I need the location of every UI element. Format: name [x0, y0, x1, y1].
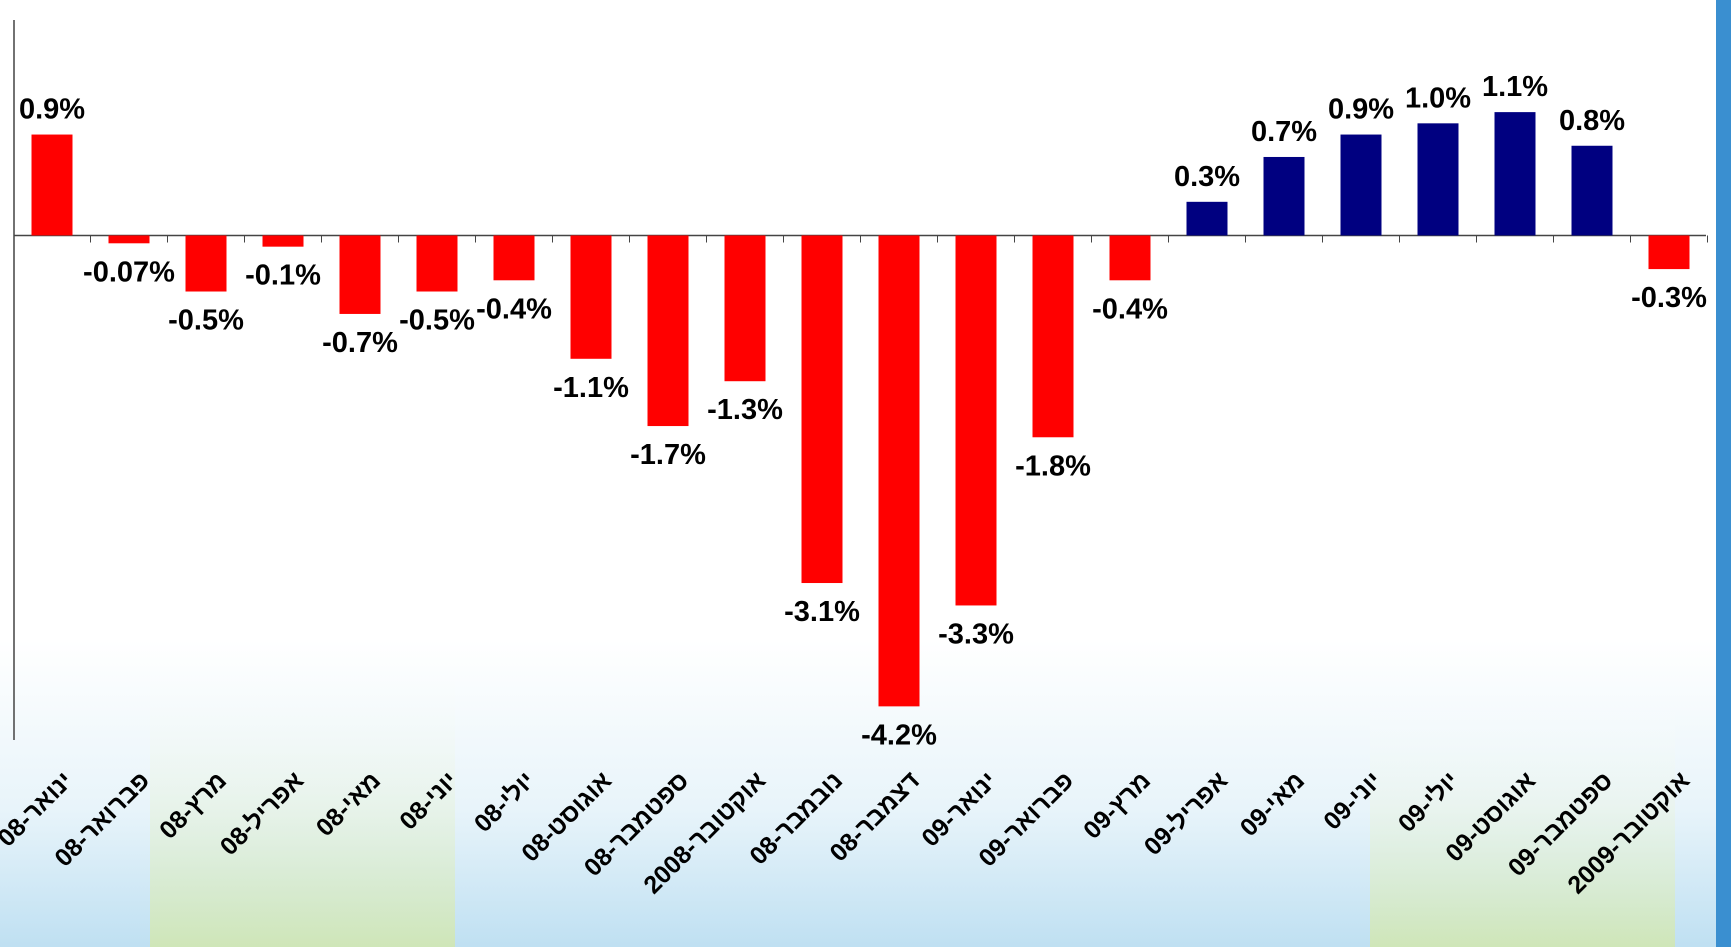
bar [493, 235, 535, 281]
bar [185, 235, 227, 292]
bar [1417, 123, 1459, 236]
value-label: -0.7% [322, 327, 398, 359]
bar [1648, 235, 1690, 270]
value-label: -0.4% [476, 293, 552, 325]
bar [1340, 134, 1382, 236]
value-label: -0.3% [1631, 282, 1707, 314]
bar [1109, 235, 1151, 281]
bar [801, 235, 843, 584]
bar [724, 235, 766, 382]
value-label: 1.0% [1405, 82, 1471, 114]
value-label: -3.1% [784, 596, 860, 628]
bar [108, 235, 150, 244]
value-label: -0.07% [83, 256, 175, 288]
bar [955, 235, 997, 606]
value-label: -1.3% [707, 394, 783, 426]
value-label: -1.8% [1015, 450, 1091, 482]
value-label: 0.3% [1174, 161, 1240, 193]
value-label: -0.5% [399, 305, 475, 337]
value-label: -3.3% [938, 618, 1014, 650]
value-label: -0.1% [245, 260, 321, 292]
value-label: 0.8% [1559, 105, 1625, 137]
value-label: 0.7% [1251, 116, 1317, 148]
value-label: 1.1% [1482, 71, 1548, 103]
bar [416, 235, 458, 292]
bar [262, 235, 304, 247]
bar [647, 235, 689, 427]
bar [1494, 112, 1536, 236]
value-label: -1.1% [553, 372, 629, 404]
bar [339, 235, 381, 314]
edge-strip [1716, 0, 1731, 947]
bar [1263, 156, 1305, 236]
value-label: -1.7% [630, 439, 706, 471]
value-label: -4.2% [861, 719, 937, 751]
bar [878, 235, 920, 707]
bar [31, 134, 73, 236]
value-label: -0.4% [1092, 293, 1168, 325]
bar [1186, 201, 1228, 236]
bar [1032, 235, 1074, 438]
value-label: 0.9% [1328, 94, 1394, 126]
bar [1571, 145, 1613, 236]
bar [570, 235, 612, 359]
background-panel [1370, 700, 1675, 947]
value-label: -0.5% [168, 305, 244, 337]
value-label: 0.9% [19, 94, 85, 126]
background-panel [150, 660, 455, 947]
